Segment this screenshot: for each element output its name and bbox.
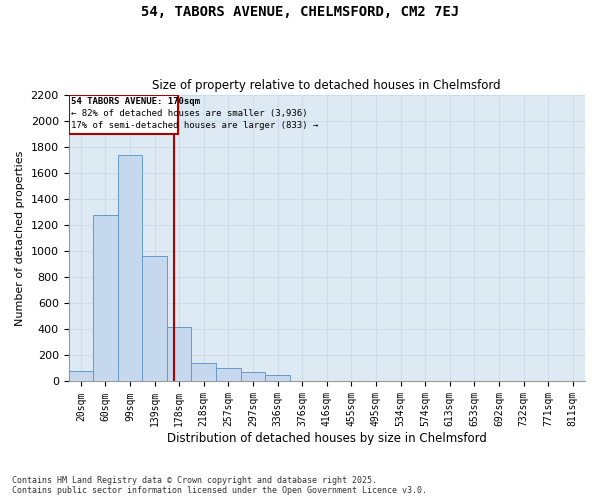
Bar: [142, 256, 167, 382]
Bar: [216, 368, 241, 382]
X-axis label: Distribution of detached houses by size in Chelmsford: Distribution of detached houses by size …: [167, 432, 487, 445]
Bar: [68, 371, 93, 382]
Text: ← 82% of detached houses are smaller (3,936): ← 82% of detached houses are smaller (3,…: [71, 109, 307, 118]
Bar: [167, 326, 191, 382]
Y-axis label: Number of detached properties: Number of detached properties: [15, 150, 25, 326]
Text: 54, TABORS AVENUE, CHELMSFORD, CM2 7EJ: 54, TABORS AVENUE, CHELMSFORD, CM2 7EJ: [141, 5, 459, 19]
Text: Contains HM Land Registry data © Crown copyright and database right 2025.
Contai: Contains HM Land Registry data © Crown c…: [12, 476, 427, 495]
Bar: [191, 363, 216, 382]
Bar: [93, 214, 118, 382]
Text: 17% of semi-detached houses are larger (833) →: 17% of semi-detached houses are larger (…: [71, 120, 318, 130]
Bar: [265, 375, 290, 382]
Title: Size of property relative to detached houses in Chelmsford: Size of property relative to detached ho…: [152, 79, 501, 92]
FancyBboxPatch shape: [68, 95, 178, 134]
Bar: [241, 372, 265, 382]
Text: 54 TABORS AVENUE: 170sqm: 54 TABORS AVENUE: 170sqm: [71, 97, 200, 106]
Bar: [118, 154, 142, 382]
